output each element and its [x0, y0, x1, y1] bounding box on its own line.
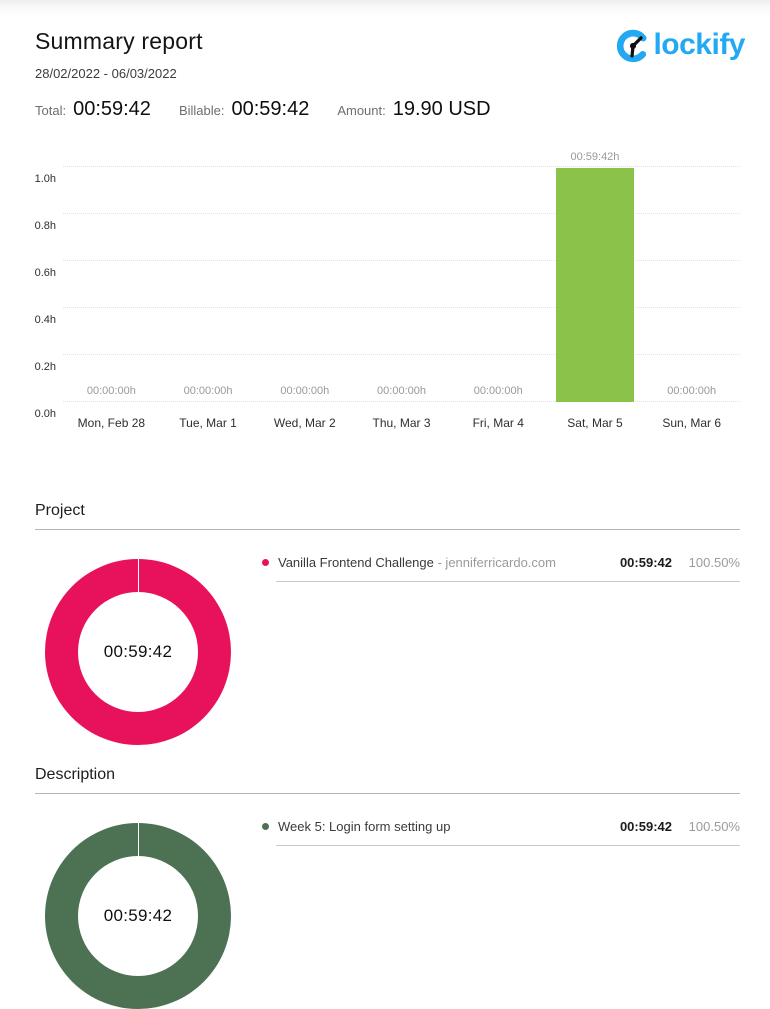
chart-y-tick-label: 0.0h: [34, 408, 56, 420]
chart-bar-value-label: 00:00:00h: [280, 385, 330, 397]
chart-y-tick-label: 0.6h: [34, 267, 56, 279]
project-section: Project 00:59:42 Vanilla Frontend Challe…: [35, 502, 740, 745]
chart-gridline: 0.8h: [35, 213, 740, 232]
page-title: Summary report: [35, 28, 203, 54]
total-value: 00:59:42: [73, 98, 151, 120]
chart-bar-value-label: 00:59:42h: [570, 151, 620, 164]
project-legend: Vanilla Frontend Challenge - jenniferric…: [262, 555, 740, 582]
description-legend-bullet: [262, 823, 269, 830]
chart-gridline: 0.6h: [35, 260, 740, 279]
chart-column: 00:00:00h: [160, 167, 257, 402]
billable-stat: Billable: 00:59:42: [179, 98, 309, 121]
description-donut-slice-gap: [138, 823, 139, 857]
description-section: Description 00:59:42 Week 5: Login form …: [35, 766, 740, 1009]
total-label: Total:: [35, 103, 67, 118]
project-donut-center-label: 00:59:42: [78, 592, 198, 712]
description-legend: Week 5: Login form setting up 00:59:42 1…: [262, 819, 740, 846]
description-legend-percent: 100.50%: [688, 819, 740, 834]
chart-column: 00:00:00h: [63, 167, 160, 402]
report-date-range: 28/02/2022 - 06/03/2022: [35, 66, 177, 81]
report-header: Summary report lockify 28/02/2022 - 06/0…: [35, 28, 745, 81]
clockify-logo: lockify: [614, 26, 745, 64]
daily-hours-bar-chart: 0.0h 0.2h 0.4h 0.6h 0.8h 1.0h 00:00:00h 00:00:0…: [35, 151, 740, 453]
billable-label: Billable:: [178, 103, 225, 118]
chart-gridline: 0.4h: [35, 307, 740, 326]
description-donut-chart: 00:59:42: [45, 823, 231, 1009]
chart-x-category-label: Fri, Mar 4: [472, 416, 524, 430]
chart-plot-area: 0.0h 0.2h 0.4h 0.6h 0.8h 1.0h 00:00:00h 00:00:0…: [35, 151, 740, 420]
total-stat: Total: 00:59:42: [35, 98, 151, 121]
amount-label: Amount:: [337, 103, 386, 118]
project-legend-name: Vanilla Frontend Challenge - jenniferric…: [278, 555, 592, 570]
chart-gridline: 0.2h: [35, 354, 740, 373]
chart-bar-value-label: 00:00:00h: [86, 385, 136, 397]
description-name: Week 5: Login form setting up: [278, 819, 451, 834]
chart-x-category-label: Sun, Mar 6: [662, 416, 722, 430]
chart-y-tick-label: 0.4h: [34, 314, 56, 326]
project-legend-percent: 100.50%: [688, 555, 740, 570]
chart-column: 00:00:00h: [450, 167, 547, 402]
chart-x-category-label: Tue, Mar 1: [179, 416, 237, 430]
description-donut-center-label: 00:59:42: [78, 856, 198, 976]
amount-value: 19.90 USD: [392, 98, 491, 120]
chart-gridline: 0.0h: [35, 401, 740, 420]
chart-bar-value-label: 00:00:00h: [183, 385, 233, 397]
project-section-heading: Project: [35, 502, 740, 530]
chart-x-category-label: Thu, Mar 3: [372, 416, 431, 430]
project-legend-time: 00:59:42: [619, 555, 672, 570]
report-totals-bar: Total: 00:59:42 Billable: 00:59:42 Amoun…: [35, 98, 745, 121]
project-section-body: 00:59:42 Vanilla Frontend Challenge - je…: [35, 549, 740, 745]
project-name: Vanilla Frontend Challenge: [278, 555, 434, 570]
chart-bar-value-label: 00:00:00h: [473, 385, 523, 397]
chart-column: 00:59:42h: [547, 151, 644, 402]
project-legend-row: Vanilla Frontend Challenge - jenniferric…: [262, 555, 740, 581]
chart-gridline: 1.0h: [35, 166, 740, 185]
chart-column: 00:00:00h: [256, 167, 353, 402]
clockify-wordmark: lockify: [653, 28, 745, 61]
chart-y-tick-label: 0.2h: [34, 361, 56, 373]
chart-x-labels: Mon, Feb 28 Tue, Mar 1 Wed, Mar 2 Thu, Mar …: [63, 416, 740, 430]
chart-x-category-label: Wed, Mar 2: [273, 416, 336, 430]
chart-x-category-label: Mon, Feb 28: [77, 416, 146, 430]
chart-bar: [556, 168, 634, 402]
chart-columns: 00:00:00h 00:00:00h 00:00:00h 00:00:00h 00:0…: [63, 151, 740, 402]
description-legend-name: Week 5: Login form setting up: [278, 819, 592, 834]
billable-value: 00:59:42: [231, 98, 310, 120]
chart-column: 00:00:00h: [353, 167, 450, 402]
description-section-body: 00:59:42 Week 5: Login form setting up 0…: [35, 813, 740, 1009]
chart-y-tick-label: 0.8h: [34, 220, 56, 232]
chart-column: 00:00:00h: [643, 167, 740, 402]
project-legend-bullet: [262, 559, 269, 566]
project-owner: - jenniferricardo.com: [433, 555, 556, 570]
chart-y-tick-label: 1.0h: [34, 173, 56, 185]
description-legend-time: 00:59:42: [619, 819, 672, 834]
clockify-clock-icon: [614, 26, 652, 64]
chart-bar-value-label: 00:00:00h: [377, 385, 426, 397]
description-legend-separator: [276, 845, 740, 846]
chart-x-category-label: Sat, Mar 5: [567, 416, 623, 430]
amount-stat: Amount: 19.90 USD: [337, 98, 490, 121]
project-donut-chart: 00:59:42: [45, 559, 231, 745]
project-legend-separator: [276, 581, 740, 582]
description-legend-row: Week 5: Login form setting up 00:59:42 1…: [262, 819, 740, 845]
project-donut-slice-gap: [138, 559, 139, 593]
description-section-heading: Description: [35, 766, 740, 794]
chart-bar-value-label: 00:00:00h: [667, 385, 717, 397]
